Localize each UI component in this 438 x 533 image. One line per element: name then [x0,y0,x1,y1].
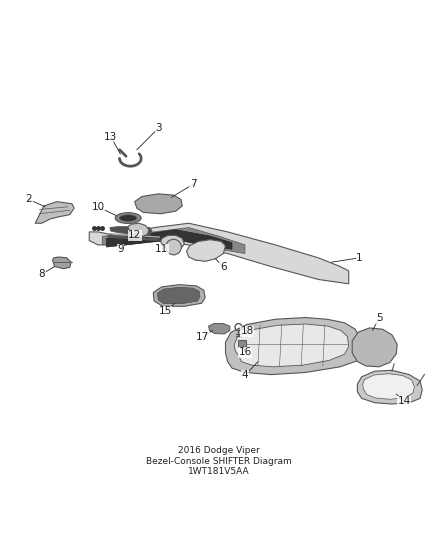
Text: 5: 5 [376,313,382,324]
Text: 7: 7 [190,179,196,189]
Polygon shape [35,201,74,223]
Bar [238,341,246,346]
Text: 14: 14 [397,397,411,407]
Ellipse shape [115,213,141,223]
Text: 11: 11 [155,244,169,254]
Text: 4: 4 [242,370,248,381]
Polygon shape [187,240,226,261]
Text: 10: 10 [92,202,105,212]
Text: 3: 3 [155,123,162,133]
Polygon shape [102,228,245,254]
Polygon shape [128,223,149,236]
Polygon shape [226,318,362,375]
Ellipse shape [120,215,137,221]
Polygon shape [357,370,422,404]
Text: 12: 12 [128,230,141,240]
Text: 15: 15 [158,306,172,317]
Text: 18: 18 [240,326,254,336]
Polygon shape [134,194,182,214]
Polygon shape [363,374,414,399]
Polygon shape [53,257,71,269]
Text: 2: 2 [25,195,32,205]
Polygon shape [157,287,200,304]
Polygon shape [234,324,349,367]
Polygon shape [153,285,205,306]
Text: 13: 13 [104,132,117,142]
Text: 6: 6 [220,262,226,272]
Text: 17: 17 [196,333,209,342]
Polygon shape [208,324,230,334]
Polygon shape [106,230,232,249]
Polygon shape [352,328,397,367]
Text: 16: 16 [238,347,251,357]
Polygon shape [161,236,184,250]
Text: 1: 1 [356,253,363,263]
Polygon shape [89,223,349,284]
Text: 9: 9 [117,244,124,254]
Text: 2016 Dodge Viper
Bezel-Console SHIFTER Diagram
1WT181V5AA: 2016 Dodge Viper Bezel-Console SHIFTER D… [146,446,292,476]
Text: 8: 8 [39,269,45,279]
Polygon shape [110,227,152,235]
Circle shape [166,239,181,255]
